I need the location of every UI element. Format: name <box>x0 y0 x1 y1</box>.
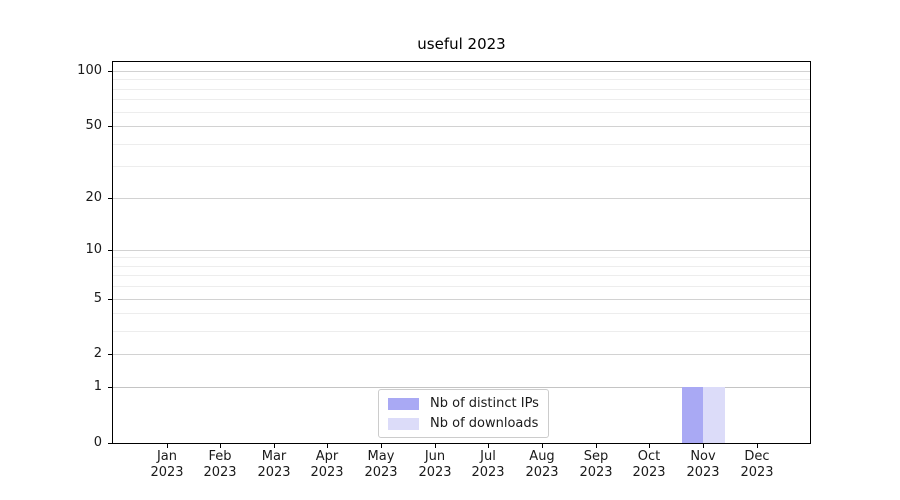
y-tick-label: 2 <box>93 346 102 361</box>
x-tick-mark <box>542 444 543 448</box>
x-tick-year: 2023 <box>364 465 398 480</box>
y-tick-label: 1 <box>93 379 102 394</box>
legend-item: Nb of downloads <box>388 416 539 431</box>
x-tick-month: Dec <box>744 449 770 464</box>
gridline-minor <box>113 166 810 167</box>
x-tick-year: 2023 <box>740 465 774 480</box>
x-tick-mark <box>381 444 382 448</box>
y-tick-label: 50 <box>85 118 102 133</box>
legend-label: Nb of distinct IPs <box>430 396 539 411</box>
x-tick-label: Feb 2023 <box>192 449 248 481</box>
plot-area: Nb of distinct IPs Nb of downloads <box>112 61 811 444</box>
gridline-minor <box>113 89 810 90</box>
x-tick-mark <box>167 444 168 448</box>
gridline-minor <box>113 313 810 314</box>
gridline-minor <box>113 99 810 100</box>
y-tick-mark <box>108 387 112 388</box>
x-tick-label: Jan 2023 <box>139 449 195 481</box>
x-tick-mark <box>757 444 758 448</box>
x-tick-month: Nov <box>690 449 716 464</box>
x-tick-mark <box>435 444 436 448</box>
y-tick-mark <box>108 126 112 127</box>
x-tick-month: Oct <box>637 449 661 464</box>
x-tick-label: May 2023 <box>353 449 409 481</box>
gridline-minor <box>113 286 810 287</box>
x-tick-month: Jul <box>480 449 496 464</box>
y-tick-label: 20 <box>85 190 102 205</box>
gridline-major <box>113 299 810 300</box>
x-tick-month: Jan <box>156 449 178 464</box>
gridline-major <box>113 71 810 72</box>
x-tick-year: 2023 <box>579 465 613 480</box>
gridline-minor <box>113 331 810 332</box>
gridline-major <box>113 198 810 199</box>
y-tick-mark <box>108 198 112 199</box>
x-tick-mark <box>488 444 489 448</box>
gridline-minor <box>113 144 810 145</box>
x-tick-mark <box>274 444 275 448</box>
x-tick-label: Jul 2023 <box>460 449 516 481</box>
x-tick-label: Aug 2023 <box>514 449 570 481</box>
gridline-major <box>113 126 810 127</box>
x-tick-month: Feb <box>208 449 232 464</box>
x-tick-month: May <box>367 449 395 464</box>
bar-distinct-ips <box>681 387 703 443</box>
y-tick-mark <box>108 71 112 72</box>
x-tick-year: 2023 <box>150 465 184 480</box>
x-tick-year: 2023 <box>203 465 237 480</box>
x-tick-year: 2023 <box>418 465 452 480</box>
x-tick-mark <box>220 444 221 448</box>
x-tick-month: Jun <box>424 449 446 464</box>
x-tick-year: 2023 <box>257 465 291 480</box>
y-tick-label: 10 <box>85 242 102 257</box>
x-tick-label: Jun 2023 <box>407 449 463 481</box>
legend-label: Nb of downloads <box>430 416 539 431</box>
x-tick-year: 2023 <box>310 465 344 480</box>
x-tick-month: Mar <box>261 449 287 464</box>
x-tick-month: Apr <box>315 449 339 464</box>
x-tick-label: Mar 2023 <box>246 449 302 481</box>
gridline-minor <box>113 257 810 258</box>
gridline-minor <box>113 79 810 80</box>
gridline-major <box>113 387 810 388</box>
x-tick-year: 2023 <box>632 465 666 480</box>
legend: Nb of distinct IPs Nb of downloads <box>378 389 549 438</box>
x-tick-mark <box>703 444 704 448</box>
gridline-minor <box>113 266 810 267</box>
x-tick-year: 2023 <box>686 465 720 480</box>
x-tick-label: Dec 2023 <box>729 449 785 481</box>
x-tick-mark <box>327 444 328 448</box>
gridline-major <box>113 250 810 251</box>
y-tick-label: 5 <box>93 291 102 306</box>
y-tick-label: 0 <box>93 435 102 450</box>
x-tick-year: 2023 <box>525 465 559 480</box>
gridline-minor <box>113 112 810 113</box>
chart-title: useful 2023 <box>417 35 506 53</box>
y-tick-mark <box>108 250 112 251</box>
x-tick-month: Sep <box>583 449 609 464</box>
x-tick-label: Sep 2023 <box>568 449 624 481</box>
x-tick-mark <box>649 444 650 448</box>
x-tick-mark <box>596 444 597 448</box>
bar-downloads <box>703 387 725 443</box>
legend-swatch-distinct-ips <box>388 397 419 410</box>
y-tick-mark <box>108 443 112 444</box>
x-tick-label: Nov 2023 <box>675 449 731 481</box>
x-tick-label: Oct 2023 <box>621 449 677 481</box>
y-tick-mark <box>108 354 112 355</box>
gridline-major <box>113 354 810 355</box>
gridline-minor <box>113 275 810 276</box>
y-tick-mark <box>108 299 112 300</box>
x-tick-month: Aug <box>529 449 555 464</box>
y-tick-label: 100 <box>77 63 102 78</box>
legend-swatch-downloads <box>388 417 419 430</box>
legend-item: Nb of distinct IPs <box>388 396 539 411</box>
x-tick-label: Apr 2023 <box>299 449 355 481</box>
x-tick-year: 2023 <box>471 465 505 480</box>
